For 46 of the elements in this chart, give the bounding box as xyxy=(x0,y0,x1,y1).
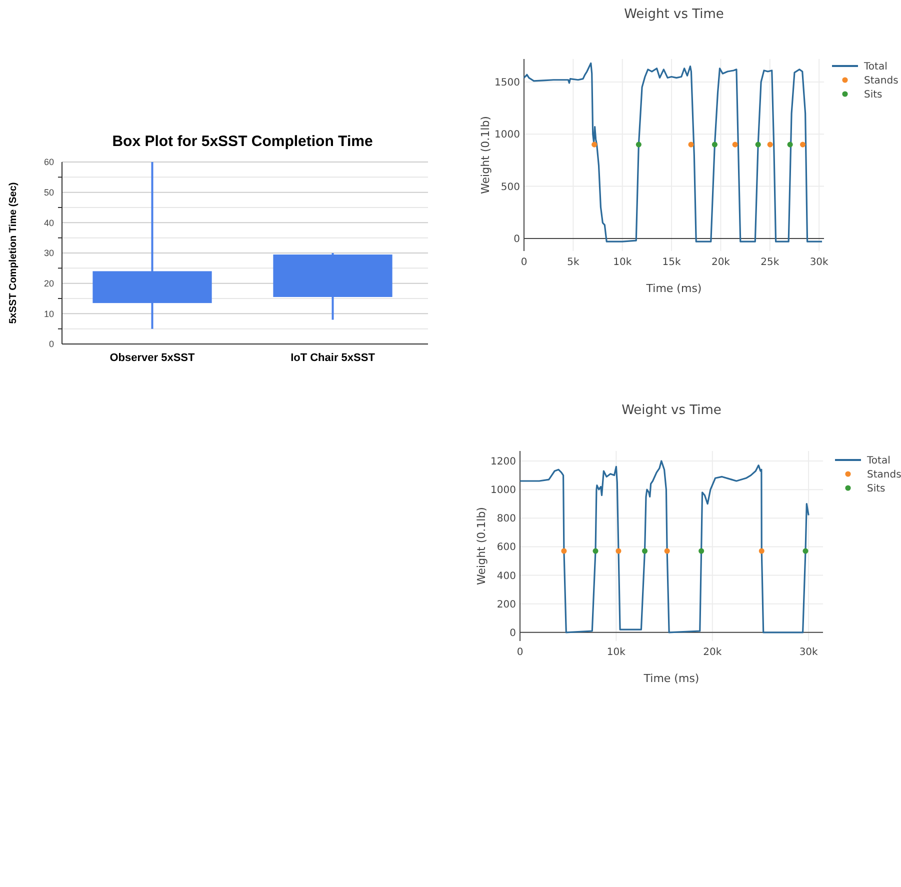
y-tick-label: 0 xyxy=(48,339,54,350)
x-tick-label: 25k xyxy=(760,257,780,268)
legend-label: Stands xyxy=(864,76,898,86)
x-tick-label: 30k xyxy=(799,647,818,658)
y-tick-label: 30 xyxy=(44,248,54,258)
legend-label: Total xyxy=(866,456,890,466)
x-tick-label: 30k xyxy=(810,257,829,268)
legend-label: Total xyxy=(863,62,888,72)
x-tick-label: Observer 5xSST xyxy=(110,352,196,364)
y-tick-label: 200 xyxy=(496,599,516,610)
chart-title: Box Plot for 5xSST Completion Time xyxy=(112,133,373,150)
y-tick-label: 1000 xyxy=(494,130,520,141)
y-tick-label: 1200 xyxy=(490,456,516,468)
x-axis-title: Time (ms) xyxy=(645,282,702,295)
y-tick-label: 10 xyxy=(44,308,54,319)
chart-title: Weight vs Time xyxy=(622,403,722,418)
y-tick-label: 20 xyxy=(44,278,54,288)
y-axis-title: Weight (0.1lb) xyxy=(475,507,488,585)
y-tick-label: 0 xyxy=(510,628,516,639)
y-tick-label: 40 xyxy=(44,218,54,228)
x-axis-title: Time (ms) xyxy=(642,672,700,685)
legend-label: Sits xyxy=(864,90,882,100)
y-tick-label: 1500 xyxy=(494,77,520,88)
chart-title: Weight vs Time xyxy=(624,7,724,22)
legend-label: Sits xyxy=(867,484,886,494)
y-tick-label: 0 xyxy=(514,234,520,245)
x-tick-label: 20k xyxy=(711,257,730,268)
line-series xyxy=(519,460,810,634)
legend-label: Stands xyxy=(867,470,901,480)
x-tick-label: 10k xyxy=(606,647,626,658)
line-series xyxy=(523,62,823,242)
x-tick-label: 0 xyxy=(520,257,528,268)
y-tick-label: 1000 xyxy=(490,485,516,496)
y-axis-title: 5xSST Completion Time (Sec) xyxy=(8,182,19,324)
y-tick-label: 400 xyxy=(496,570,516,582)
y-tick-label: 60 xyxy=(44,157,54,168)
x-tick-label: IoT Chair 5xSST xyxy=(290,352,376,364)
x-tick-label: 20k xyxy=(703,647,722,658)
y-tick-label: 800 xyxy=(496,514,516,525)
y-axis-title: Weight (0.1lb) xyxy=(479,116,492,194)
x-tick-label: 15k xyxy=(662,257,682,268)
y-tick-label: 600 xyxy=(496,542,516,554)
y-tick-label: 500 xyxy=(500,182,520,193)
x-tick-label: 10k xyxy=(613,257,632,268)
y-tick-label: 50 xyxy=(44,187,54,198)
x-tick-label: 5k xyxy=(567,257,580,268)
